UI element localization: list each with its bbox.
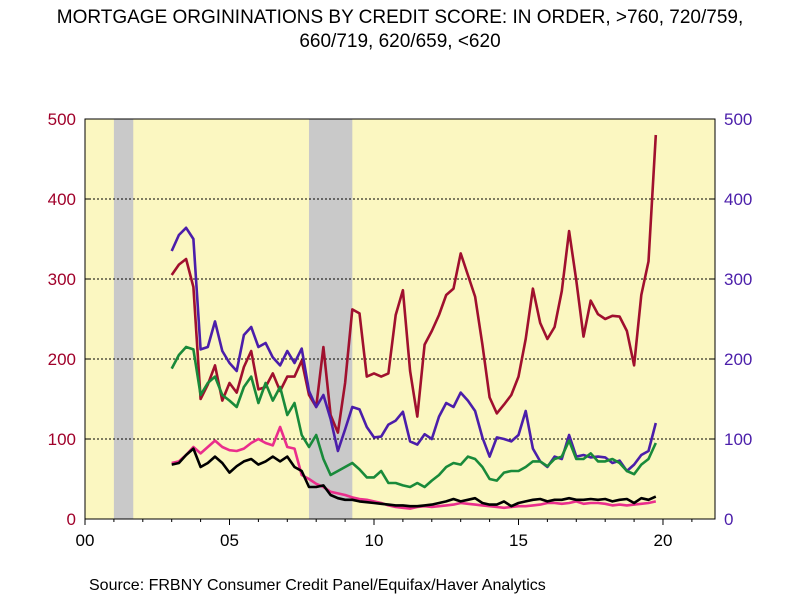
right-tick-label-400: 400 [724, 190, 752, 209]
x-tick-label-10: 10 [365, 531, 384, 550]
recession-band-2 [308, 119, 353, 519]
right-tick-label-100: 100 [724, 430, 752, 449]
series-line-760-above [170, 134, 658, 434]
left-tick-label-500: 500 [48, 110, 76, 129]
series-line-620-below [171, 447, 657, 508]
x-tick-label-20: 20 [654, 531, 673, 550]
right-tick-label-200: 200 [724, 350, 752, 369]
chart-title-line-2: 660/719, 620/659, <620 [299, 31, 501, 52]
source-note: Source: FRBNY Consumer Credit Panel/Equi… [89, 577, 546, 594]
recession-band-1 [113, 119, 134, 519]
left-tick-label-200: 200 [48, 350, 76, 369]
left-tick-label-100: 100 [48, 430, 76, 449]
series-line-620-659 [171, 425, 657, 510]
axes: 0 100 200 300 400 500 0 100 200 300 400 500 00 05 10 15… [48, 110, 753, 550]
recession-shading [113, 119, 353, 519]
chart-title: MORTGAGE ORGININATIONS BY CREDIT SCORE: … [0, 6, 800, 54]
left-tick-label-400: 400 [48, 190, 76, 209]
plot-frame [84, 118, 716, 520]
right-tick-label-300: 300 [724, 270, 752, 289]
x-tick-label-00: 00 [76, 531, 95, 550]
series-lines [170, 134, 658, 510]
chart-title-line-1: MORTGAGE ORGININATIONS BY CREDIT SCORE: … [56, 7, 744, 28]
series-line-660-719 [170, 345, 657, 489]
left-tick-label-0: 0 [67, 510, 76, 529]
x-tick-label-05: 05 [220, 531, 239, 550]
left-tick-label-300: 300 [48, 270, 76, 289]
x-tick-label-15: 15 [509, 531, 528, 550]
right-tick-label-0: 0 [724, 510, 733, 529]
right-tick-label-500: 500 [724, 110, 752, 129]
